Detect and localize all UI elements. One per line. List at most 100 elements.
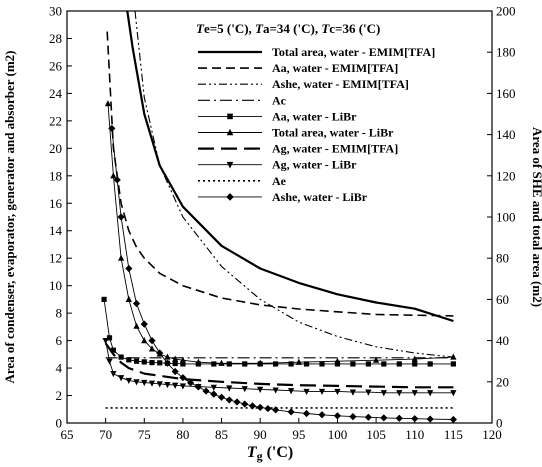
ticks-layer: 65 70 75 80 85 90 95 100 105 110 115 12002468101214… [49, 4, 516, 443]
legend-entry: Ashe, water - EMIM[TFA] [198, 77, 409, 91]
y-left-tick-label: 30 [49, 4, 62, 19]
y-axis-label-left: Area of condenser, evaporator, generator… [2, 50, 17, 383]
y-left-tick-label: 24 [49, 86, 63, 101]
data-point-marker [226, 128, 234, 136]
data-point-marker [257, 359, 264, 366]
series-line [126, 11, 454, 323]
data-point-marker [125, 264, 133, 273]
y-left-tick-label: 4 [56, 361, 63, 376]
data-point-marker [411, 415, 419, 423]
x-tick-label: 100 [328, 427, 348, 442]
y-right-tick-label: 160 [496, 86, 516, 101]
data-point-marker [334, 361, 341, 367]
y-right-tick-label: 120 [496, 168, 516, 183]
data-point-marker [187, 379, 195, 387]
data-point-marker [241, 386, 248, 393]
y-left-tick-label: 6 [56, 333, 63, 348]
data-point-marker [233, 398, 241, 406]
y-left-tick-label: 20 [49, 141, 62, 156]
data-point-marker [226, 361, 232, 367]
x-axis-label-subscript: g [257, 449, 263, 463]
data-point-marker [104, 100, 112, 107]
data-point-marker [117, 213, 125, 221]
legend-entry: Aa, water - EMIM[TFA] [198, 61, 398, 75]
x-tick-label: 65 [61, 427, 74, 442]
conditions-part: c=36 ('C) [329, 21, 380, 36]
data-point-marker [157, 360, 163, 366]
y-left-tick-label: 18 [49, 168, 62, 183]
data-point-marker [427, 390, 434, 397]
y-right-tick-label: 200 [496, 4, 516, 19]
data-point-marker [364, 413, 372, 421]
legend-entry: Ag, water - LiBr [198, 158, 357, 172]
data-point-marker [365, 361, 371, 367]
data-point-marker [211, 361, 217, 367]
data-point-marker [272, 387, 279, 394]
data-point-marker [156, 381, 163, 388]
data-point-marker [194, 383, 202, 391]
data-point-marker [110, 347, 116, 353]
data-point-marker [287, 388, 295, 395]
data-point-marker [257, 386, 264, 393]
data-point-marker [303, 388, 310, 396]
conditions-title: Te=5 ('C), Ta=34 ('C), Tc=36 ('C) [196, 21, 380, 36]
legend-label: Aa, water - LiBr [272, 109, 357, 123]
data-point-marker [117, 375, 125, 382]
y-right-tick-label: 180 [496, 45, 516, 60]
series-2 [106, 31, 454, 317]
data-point-marker [450, 390, 457, 397]
y-right-tick-label: 0 [496, 416, 503, 431]
series-10 [108, 124, 457, 423]
data-point-marker [411, 355, 418, 362]
data-point-marker [133, 379, 140, 386]
legend-label: Ae [272, 174, 287, 188]
x-tick-label: 120 [482, 427, 502, 442]
data-point-marker [450, 353, 457, 360]
data-point-marker [149, 359, 155, 366]
data-point-marker [140, 320, 148, 328]
y-left-tick-label: 16 [49, 196, 63, 211]
data-point-marker [117, 254, 125, 261]
data-point-marker [148, 380, 156, 387]
data-point-marker [365, 389, 372, 396]
series-line [111, 128, 454, 420]
series-1 [126, 11, 454, 323]
x-tick-label: 70 [99, 427, 112, 442]
data-point-marker [101, 296, 107, 302]
conditions-part: T [255, 21, 264, 36]
data-point-marker [156, 349, 164, 357]
y-right-tick-label: 20 [496, 374, 509, 389]
y-axis-label-right: Area of SHE and total area (m2) [530, 127, 542, 307]
data-point-marker [125, 295, 132, 302]
data-point-marker [349, 389, 357, 396]
legend-entry: Aa, water - LiBr [198, 109, 357, 123]
data-point-marker [172, 360, 178, 367]
data-point-marker [148, 345, 156, 352]
y-right-tick-label: 80 [496, 251, 509, 266]
data-point-marker [396, 361, 402, 367]
data-point-marker [302, 409, 311, 418]
data-point-marker [172, 355, 179, 362]
series-line [104, 342, 454, 389]
x-tick-label: 85 [215, 427, 228, 442]
data-point-marker [381, 361, 387, 367]
legend-entry: Ag, water - EMIM[TFA] [198, 142, 398, 156]
data-point-marker [180, 361, 186, 367]
data-point-marker [226, 161, 234, 169]
legend-label: Ac [272, 93, 287, 107]
data-point-marker [256, 403, 264, 411]
legend-entry: Ashe, water - LiBr [198, 190, 368, 204]
data-point-marker [427, 361, 433, 367]
data-point-marker [118, 354, 124, 360]
x-axis-label-unit: ('C) [263, 444, 294, 461]
data-point-marker [218, 359, 225, 366]
data-point-marker [396, 390, 403, 397]
series-3 [134, 11, 454, 358]
legend-label: Ashe, water - LiBr [272, 190, 368, 204]
data-point-marker [295, 358, 302, 365]
data-point-marker [106, 335, 113, 341]
data-point-marker [210, 384, 217, 391]
legend-label: Aa, water - EMIM[TFA] [272, 61, 398, 75]
data-point-marker [227, 113, 233, 120]
data-point-marker [426, 415, 434, 423]
